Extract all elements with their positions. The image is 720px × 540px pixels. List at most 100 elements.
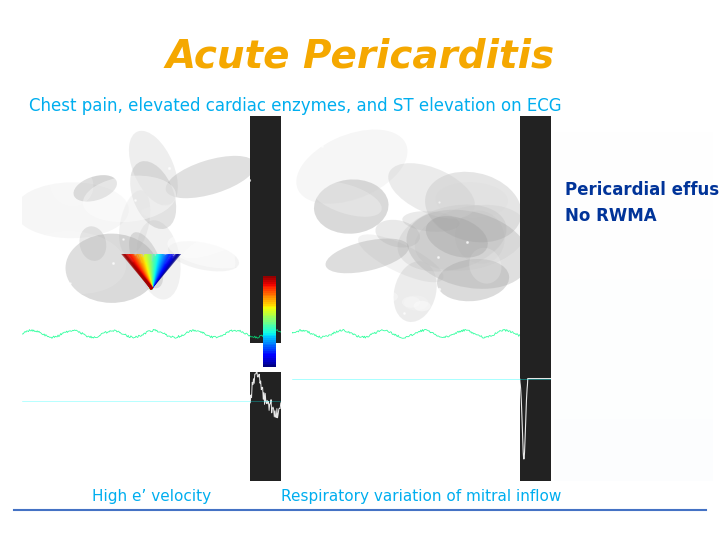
Bar <box>263 333 276 335</box>
Bar <box>554 199 713 205</box>
Bar <box>263 363 276 366</box>
Bar <box>554 450 713 456</box>
Ellipse shape <box>426 216 488 258</box>
Bar <box>554 346 713 352</box>
Bar <box>554 456 713 462</box>
Ellipse shape <box>158 220 235 299</box>
Bar <box>554 260 713 266</box>
Bar <box>263 342 276 343</box>
Bar <box>554 395 713 401</box>
Bar <box>554 438 713 444</box>
Bar <box>263 284 276 286</box>
Bar <box>554 230 713 236</box>
Bar <box>554 420 713 426</box>
Bar <box>554 309 713 315</box>
Bar <box>263 340 276 342</box>
Bar <box>554 266 713 273</box>
Ellipse shape <box>394 261 437 322</box>
Ellipse shape <box>166 156 256 198</box>
Ellipse shape <box>168 234 248 268</box>
Bar <box>520 116 551 343</box>
Ellipse shape <box>385 314 398 322</box>
Ellipse shape <box>478 312 500 326</box>
Ellipse shape <box>66 234 158 303</box>
Text: Chest pain, elevated cardiac enzymes, and ST elevation on ECG: Chest pain, elevated cardiac enzymes, an… <box>29 97 562 115</box>
Bar <box>263 303 276 306</box>
Bar <box>554 205 713 211</box>
Ellipse shape <box>433 302 446 310</box>
Bar <box>554 444 713 450</box>
Bar <box>554 273 713 279</box>
Bar <box>263 307 276 309</box>
Bar <box>554 340 713 346</box>
Ellipse shape <box>297 130 408 204</box>
Ellipse shape <box>168 241 239 272</box>
Bar <box>263 298 276 300</box>
Bar <box>263 334 276 336</box>
Bar <box>263 280 276 282</box>
Bar <box>554 193 713 199</box>
Ellipse shape <box>388 163 475 219</box>
Bar <box>263 305 276 307</box>
Bar <box>554 328 713 334</box>
Bar <box>554 468 713 475</box>
Text: Pericardial effusion
No RWMA: Pericardial effusion No RWMA <box>565 181 720 225</box>
Bar <box>554 168 713 174</box>
Bar <box>263 293 276 295</box>
Bar <box>554 321 713 328</box>
Bar <box>263 294 276 296</box>
Bar <box>554 475 713 481</box>
Ellipse shape <box>14 183 129 238</box>
Bar <box>554 132 713 138</box>
Ellipse shape <box>183 221 263 259</box>
Bar <box>554 303 713 309</box>
Ellipse shape <box>314 179 389 234</box>
Bar <box>263 276 276 278</box>
Bar <box>263 329 276 331</box>
Ellipse shape <box>404 295 428 310</box>
Bar <box>263 289 276 291</box>
Bar <box>263 316 276 318</box>
Bar <box>554 126 713 132</box>
Bar <box>263 296 276 298</box>
Bar <box>554 401 713 407</box>
Bar <box>554 113 713 119</box>
Ellipse shape <box>73 175 117 201</box>
Bar <box>554 156 713 163</box>
Bar <box>263 291 276 293</box>
Bar <box>554 163 713 168</box>
Bar <box>554 297 713 303</box>
Ellipse shape <box>83 176 176 222</box>
Ellipse shape <box>312 181 382 217</box>
Bar <box>263 350 276 353</box>
Bar <box>554 376 713 383</box>
Ellipse shape <box>141 204 262 225</box>
Bar <box>554 370 713 376</box>
Bar <box>263 300 276 302</box>
Bar <box>554 218 713 224</box>
Ellipse shape <box>437 259 509 301</box>
Ellipse shape <box>469 248 501 284</box>
Bar <box>554 352 713 358</box>
Ellipse shape <box>455 211 505 264</box>
Bar <box>554 150 713 156</box>
Bar <box>554 426 713 431</box>
Bar <box>263 278 276 280</box>
Ellipse shape <box>79 226 107 261</box>
Bar <box>263 285 276 287</box>
Bar <box>263 362 276 363</box>
Bar <box>263 323 276 326</box>
Bar <box>263 325 276 327</box>
Bar <box>554 224 713 230</box>
Bar <box>250 116 281 343</box>
Bar <box>554 119 713 126</box>
Bar <box>554 187 713 193</box>
Bar <box>554 138 713 144</box>
Bar <box>263 360 276 362</box>
Bar <box>554 174 713 181</box>
Bar <box>554 389 713 395</box>
Ellipse shape <box>358 234 444 282</box>
Ellipse shape <box>375 220 420 247</box>
Ellipse shape <box>50 164 94 206</box>
Bar <box>554 364 713 370</box>
